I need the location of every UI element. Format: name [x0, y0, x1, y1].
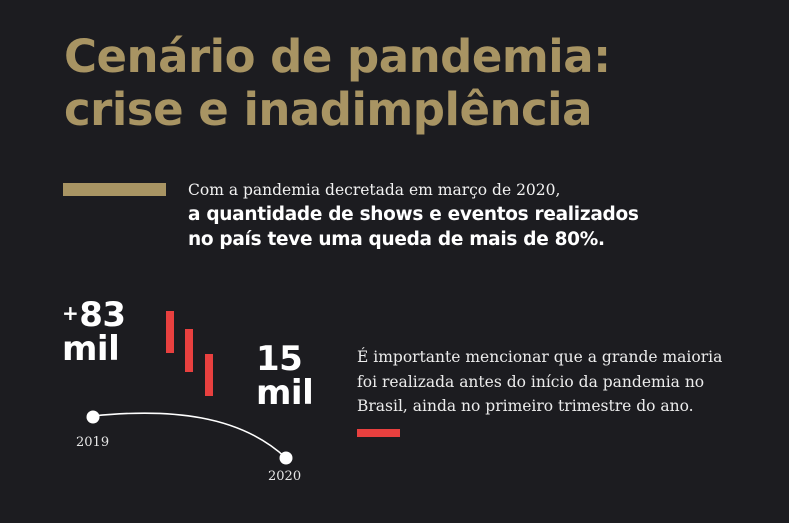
stat-2019-prefix: +: [62, 301, 79, 325]
year-label-2020: 2020: [268, 469, 302, 484]
page-title: Cenário de pandemia: crise e inadimplênc…: [64, 30, 611, 136]
timeline-curve: [92, 412, 287, 459]
gold-accent-bar: [63, 183, 166, 196]
decline-tick-3: [205, 354, 213, 396]
stat-2020: 15 mil: [256, 339, 314, 413]
note-line-2: foi realizada antes do início da pandemi…: [357, 372, 705, 391]
year-label-2019: 2019: [76, 435, 110, 450]
timeline-dot-2019: [86, 410, 100, 424]
intro-line-3: no país teve uma queda de mais de 80%.: [188, 229, 605, 250]
timeline-dot-2020: [279, 451, 293, 465]
stat-2020-value: 15: [256, 339, 303, 379]
stat-2019: +83 mil: [62, 296, 126, 366]
decline-tick-1: [166, 311, 174, 353]
intro-line-2: a quantidade de shows e eventos realizad…: [188, 204, 639, 225]
stat-2020-unit: mil: [256, 373, 314, 413]
note-text: É importante mencionar que a grande maio…: [357, 345, 757, 419]
intro-text: Com a pandemia decretada em março de 202…: [188, 178, 748, 252]
title-line-2: crise e inadimplência: [64, 83, 592, 136]
stat-2019-value: 83: [79, 295, 126, 335]
note-line-1: É importante mencionar que a grande maio…: [357, 348, 723, 366]
intro-line-1: Com a pandemia decretada em março de 202…: [188, 181, 561, 199]
stat-2019-unit: mil: [62, 329, 120, 369]
note-line-3: Brasil, ainda no primeiro trimestre do a…: [357, 397, 694, 415]
decline-tick-2: [185, 329, 193, 372]
red-accent-bar: [357, 429, 400, 437]
title-line-1: Cenário de pandemia:: [64, 30, 611, 83]
